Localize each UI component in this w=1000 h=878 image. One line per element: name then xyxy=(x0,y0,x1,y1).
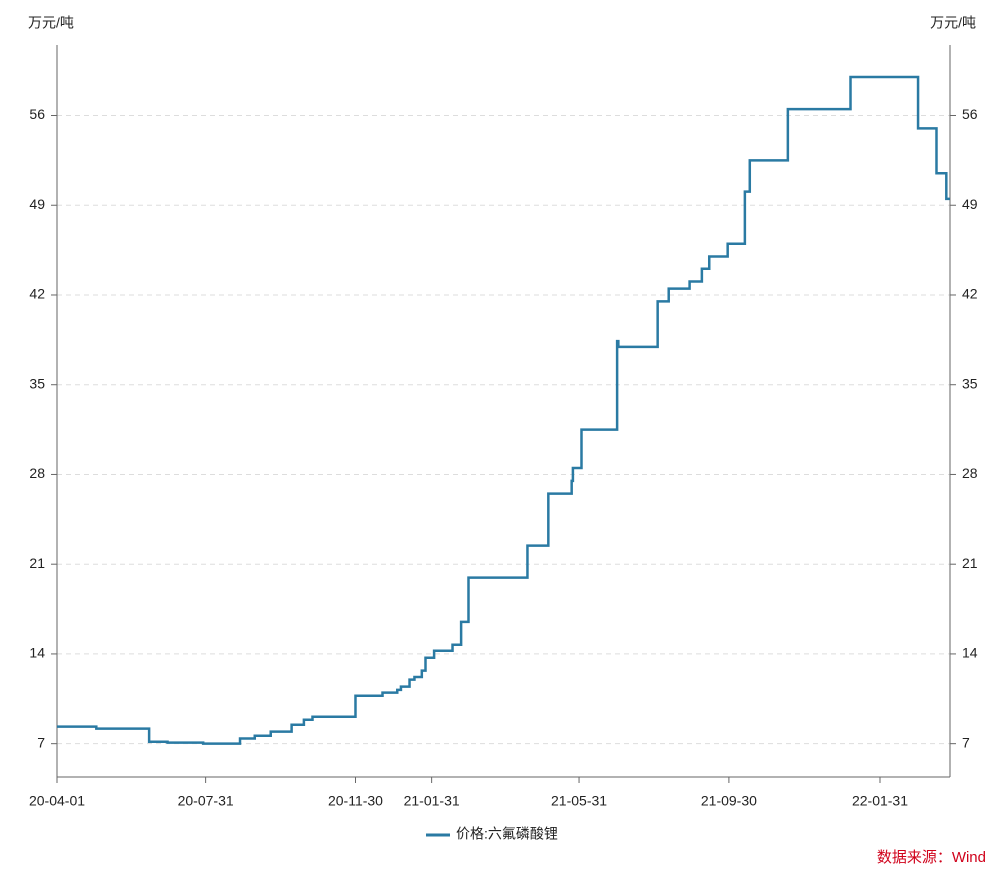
x-tick-label: 20-11-30 xyxy=(328,793,383,809)
price-line xyxy=(57,75,950,745)
x-tick-label: 20-04-01 xyxy=(29,793,85,809)
y-tick-label: 28 xyxy=(29,465,45,481)
y-tick-label: 42 xyxy=(29,286,45,302)
y2-tick-label: 49 xyxy=(962,196,978,212)
y-tick-label: 7 xyxy=(37,734,45,750)
x-tick-label: 22-01-31 xyxy=(852,793,908,809)
y2-tick-label: 21 xyxy=(962,555,978,571)
legend-label: 价格:六氟磷酸锂 xyxy=(456,826,558,842)
y2-tick-label: 56 xyxy=(962,106,978,122)
x-tick-label: 21-05-31 xyxy=(551,793,607,809)
y2-tick-label: 14 xyxy=(962,645,978,661)
x-tick-label: 21-01-31 xyxy=(404,793,460,809)
source-note: 数据来源：Wind xyxy=(877,849,986,866)
y-tick-label: 21 xyxy=(29,555,45,571)
y2-tick-label: 35 xyxy=(962,375,978,391)
y-tick-label: 14 xyxy=(29,645,45,661)
y2-tick-label: 7 xyxy=(962,734,970,750)
y2-tick-label: 42 xyxy=(962,286,978,302)
x-tick-label: 21-09-30 xyxy=(701,793,757,809)
x-tick-label: 20-07-31 xyxy=(178,793,234,809)
y-tick-label: 56 xyxy=(29,106,45,122)
y-axis-unit: 万元/吨 xyxy=(28,15,74,31)
y-tick-label: 35 xyxy=(29,375,45,391)
y2-axis-unit: 万元/吨 xyxy=(930,15,976,31)
y-tick-label: 49 xyxy=(29,196,45,212)
y2-tick-label: 28 xyxy=(962,465,978,481)
